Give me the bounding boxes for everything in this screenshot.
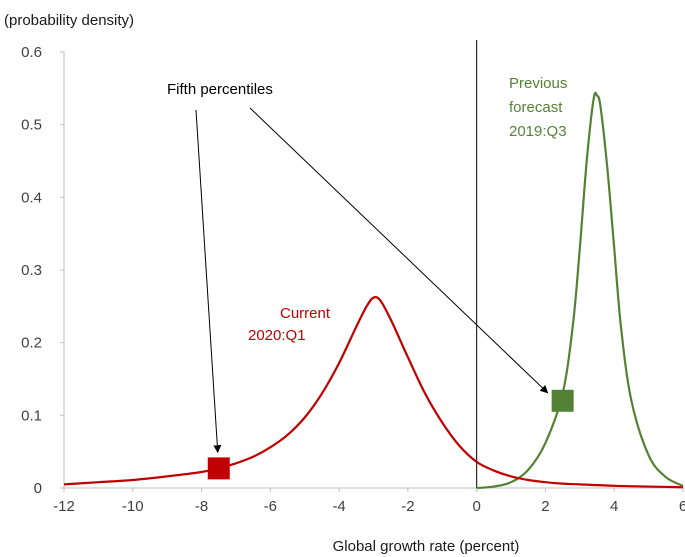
previous-label-line-1: Previous: [509, 75, 567, 92]
x-tick-label: -12: [53, 498, 75, 515]
x-tick-label: -4: [332, 498, 345, 515]
marker-layer: [207, 389, 574, 480]
previous-percentile-marker: [551, 389, 574, 412]
percentile-label: Fifth percentiles: [167, 81, 273, 98]
x-tick-label: -6: [264, 498, 277, 515]
x-tick-label: 6: [679, 498, 685, 515]
y-tick-label: 0.1: [21, 407, 42, 424]
y-tick-label: 0.5: [21, 117, 42, 134]
arrow-to-previous-percentile: [249, 107, 549, 394]
current-label-line-1: Current: [280, 305, 331, 322]
y-axis-title: (probability density): [4, 12, 134, 29]
x-tick-label: 0: [472, 498, 480, 515]
series-current-line: [63, 296, 684, 489]
y-tick-label: 0.2: [21, 335, 42, 352]
y-tick-label: 0: [34, 480, 42, 497]
x-tick-label: 2: [541, 498, 549, 515]
axes: 0 0.1 0.2 0.3 0.4 0.5 0.6 -12 -10 -8 -6 -4 -2 0 2 4 6: [21, 40, 685, 515]
current-label: Current 2020:Q1: [248, 305, 334, 344]
current-percentile-marker: [207, 457, 230, 480]
previous-label-line-2: forecast: [509, 99, 563, 116]
arrow-layer: [195, 107, 549, 454]
previous-label-line-3: 2019:Q3: [509, 123, 567, 140]
current-label-line-2: 2020:Q1: [248, 327, 306, 344]
previous-label: Previous forecast 2019:Q3: [509, 75, 572, 140]
x-tick-label: -8: [195, 498, 208, 515]
x-tick-label: -10: [122, 498, 144, 515]
x-tick-label: -2: [401, 498, 414, 515]
series-previous-line: [476, 91, 684, 490]
x-axis-title: Global growth rate (percent): [333, 538, 520, 555]
arrow-to-current-percentile: [195, 109, 222, 454]
y-tick-label: 0.3: [21, 262, 42, 279]
y-tick-label: 0.6: [21, 44, 42, 61]
series-layer: [63, 91, 684, 490]
x-tick-label: 4: [610, 498, 618, 515]
y-tick-label: 0.4: [21, 189, 42, 206]
